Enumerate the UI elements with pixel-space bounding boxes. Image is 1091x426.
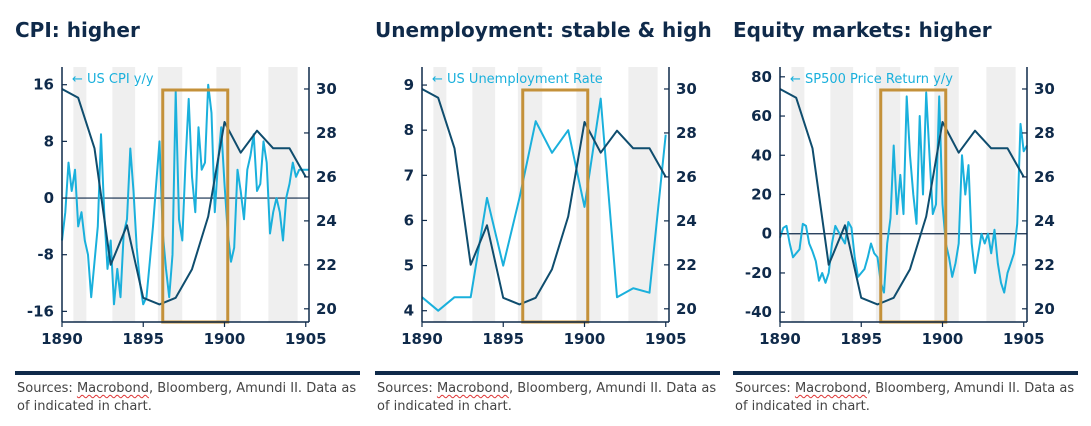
source-note: Sources: Macrobond, Bloomberg, Amundi II… bbox=[377, 380, 722, 416]
shaded-period-4 bbox=[268, 67, 298, 322]
legend-label: ← SP500 Price Return y/y bbox=[790, 72, 953, 87]
right-axis-series-line bbox=[61, 88, 307, 306]
unemployment-panel: Unemployment: stable & high 9 8 7 6 5 4 30 28 26… bbox=[375, 0, 725, 426]
chart-title: Unemployment: stable & high bbox=[375, 18, 712, 42]
right-tick-label: 30 bbox=[676, 80, 697, 98]
source-macrobond: Macrobond bbox=[436, 381, 509, 396]
right-tick-label: 20 bbox=[1034, 300, 1055, 318]
x-tick-label: 1895 bbox=[482, 330, 524, 348]
left-tick-label: 7 bbox=[404, 166, 414, 184]
left-tick-label: -8 bbox=[37, 246, 54, 264]
shaded-period-4 bbox=[628, 67, 658, 322]
right-tick-label: 20 bbox=[676, 300, 697, 318]
right-axis-series-line bbox=[421, 88, 667, 306]
right-tick-label: 28 bbox=[316, 124, 337, 142]
equity-panel: Equity markets: higher 80 60 40 20 0 -20 -40 30… bbox=[733, 0, 1083, 426]
x-tick-label: 1890 bbox=[759, 330, 801, 348]
right-tick-label: 26 bbox=[1034, 168, 1055, 186]
cpi-chart: 16 8 0 -8 -16 30 28 26 24 22 20 1890 1895 1900 1905 ← U… bbox=[27, 67, 337, 348]
source-prefix: Sources: bbox=[17, 381, 77, 396]
left-axis-series-line bbox=[421, 97, 667, 312]
divider-rule bbox=[15, 371, 360, 375]
source-note: Sources: Macrobond, Bloomberg, Amundi II… bbox=[735, 380, 1080, 416]
x-tick-label: 1895 bbox=[840, 330, 882, 348]
shaded-period-0 bbox=[73, 67, 87, 322]
shaded-period-1 bbox=[112, 67, 136, 322]
shaded-period-0 bbox=[791, 67, 805, 322]
left-tick-label: 8 bbox=[404, 121, 414, 139]
source-prefix: Sources: bbox=[735, 381, 795, 396]
left-tick-label: 9 bbox=[404, 76, 414, 94]
x-tick-label: 1900 bbox=[922, 330, 964, 348]
right-tick-label: 22 bbox=[1034, 256, 1055, 274]
legend-label: ← US Unemployment Rate bbox=[432, 72, 603, 87]
legend-label: ← US CPI y/y bbox=[72, 72, 154, 87]
chart-title: Equity markets: higher bbox=[733, 18, 992, 42]
x-tick-label: 1895 bbox=[122, 330, 164, 348]
right-tick-label: 30 bbox=[1034, 80, 1055, 98]
x-tick-label: 1890 bbox=[41, 330, 83, 348]
divider-rule bbox=[733, 371, 1078, 375]
cpi-panel: CPI: higher 16 8 0 -8 -16 30 28 26 24 22 20 1890 189… bbox=[15, 0, 365, 426]
right-tick-label: 30 bbox=[316, 80, 337, 98]
left-tick-label: 0 bbox=[762, 225, 772, 243]
left-tick-label: 8 bbox=[44, 132, 54, 150]
source-prefix: Sources: bbox=[377, 381, 437, 396]
x-tick-label: 1900 bbox=[564, 330, 606, 348]
unemployment-chart: 9 8 7 6 5 4 30 28 26 24 22 20 1890 1895 1900 1905 ← US U… bbox=[401, 67, 697, 348]
right-tick-label: 28 bbox=[676, 124, 697, 142]
equity-chart: 80 60 40 20 0 -20 -40 30 28 26 24 22 20 1890 1895 1900 1… bbox=[745, 67, 1055, 348]
right-axis-series-line bbox=[779, 88, 1025, 306]
left-axis-series-line bbox=[61, 83, 309, 306]
source-rest: , Bloomberg, Amundi II. Data as of indic… bbox=[17, 381, 357, 414]
source-rest: , Bloomberg, Amundi II. Data as of indic… bbox=[735, 381, 1075, 414]
x-tick-label: 1900 bbox=[204, 330, 246, 348]
right-tick-label: 24 bbox=[1034, 212, 1055, 230]
right-tick-label: 24 bbox=[316, 212, 337, 230]
shaded-period-1 bbox=[472, 67, 496, 322]
left-tick-label: -16 bbox=[27, 302, 54, 320]
left-tick-label: 16 bbox=[33, 76, 54, 94]
left-tick-label: 5 bbox=[404, 257, 414, 275]
left-tick-label: -20 bbox=[745, 264, 772, 282]
source-macrobond: Macrobond bbox=[76, 381, 149, 396]
shaded-period-1 bbox=[830, 67, 854, 322]
right-tick-label: 22 bbox=[676, 256, 697, 274]
chart-title: CPI: higher bbox=[15, 18, 140, 42]
right-tick-label: 26 bbox=[676, 168, 697, 186]
right-tick-label: 26 bbox=[316, 168, 337, 186]
left-tick-label: 40 bbox=[751, 146, 772, 164]
left-tick-label: 60 bbox=[751, 107, 772, 125]
right-tick-label: 28 bbox=[1034, 124, 1055, 142]
source-rest: , Bloomberg, Amundi II. Data as of indic… bbox=[377, 381, 717, 414]
left-axis-series-line bbox=[779, 91, 1028, 294]
right-tick-label: 20 bbox=[316, 300, 337, 318]
x-tick-label: 1905 bbox=[1003, 330, 1045, 348]
left-tick-label: 6 bbox=[404, 211, 414, 229]
left-tick-label: 20 bbox=[751, 186, 772, 204]
right-tick-label: 24 bbox=[676, 212, 697, 230]
left-tick-label: 0 bbox=[44, 189, 54, 207]
left-tick-label: 4 bbox=[404, 302, 414, 320]
source-macrobond: Macrobond bbox=[794, 381, 867, 396]
x-tick-label: 1905 bbox=[285, 330, 327, 348]
left-tick-label: 80 bbox=[751, 68, 772, 86]
right-tick-label: 22 bbox=[316, 256, 337, 274]
shaded-period-0 bbox=[433, 67, 447, 322]
divider-rule bbox=[375, 371, 720, 375]
x-tick-label: 1890 bbox=[401, 330, 443, 348]
left-tick-label: -40 bbox=[745, 303, 772, 321]
x-tick-label: 1905 bbox=[645, 330, 687, 348]
source-note: Sources: Macrobond, Bloomberg, Amundi II… bbox=[17, 380, 362, 416]
